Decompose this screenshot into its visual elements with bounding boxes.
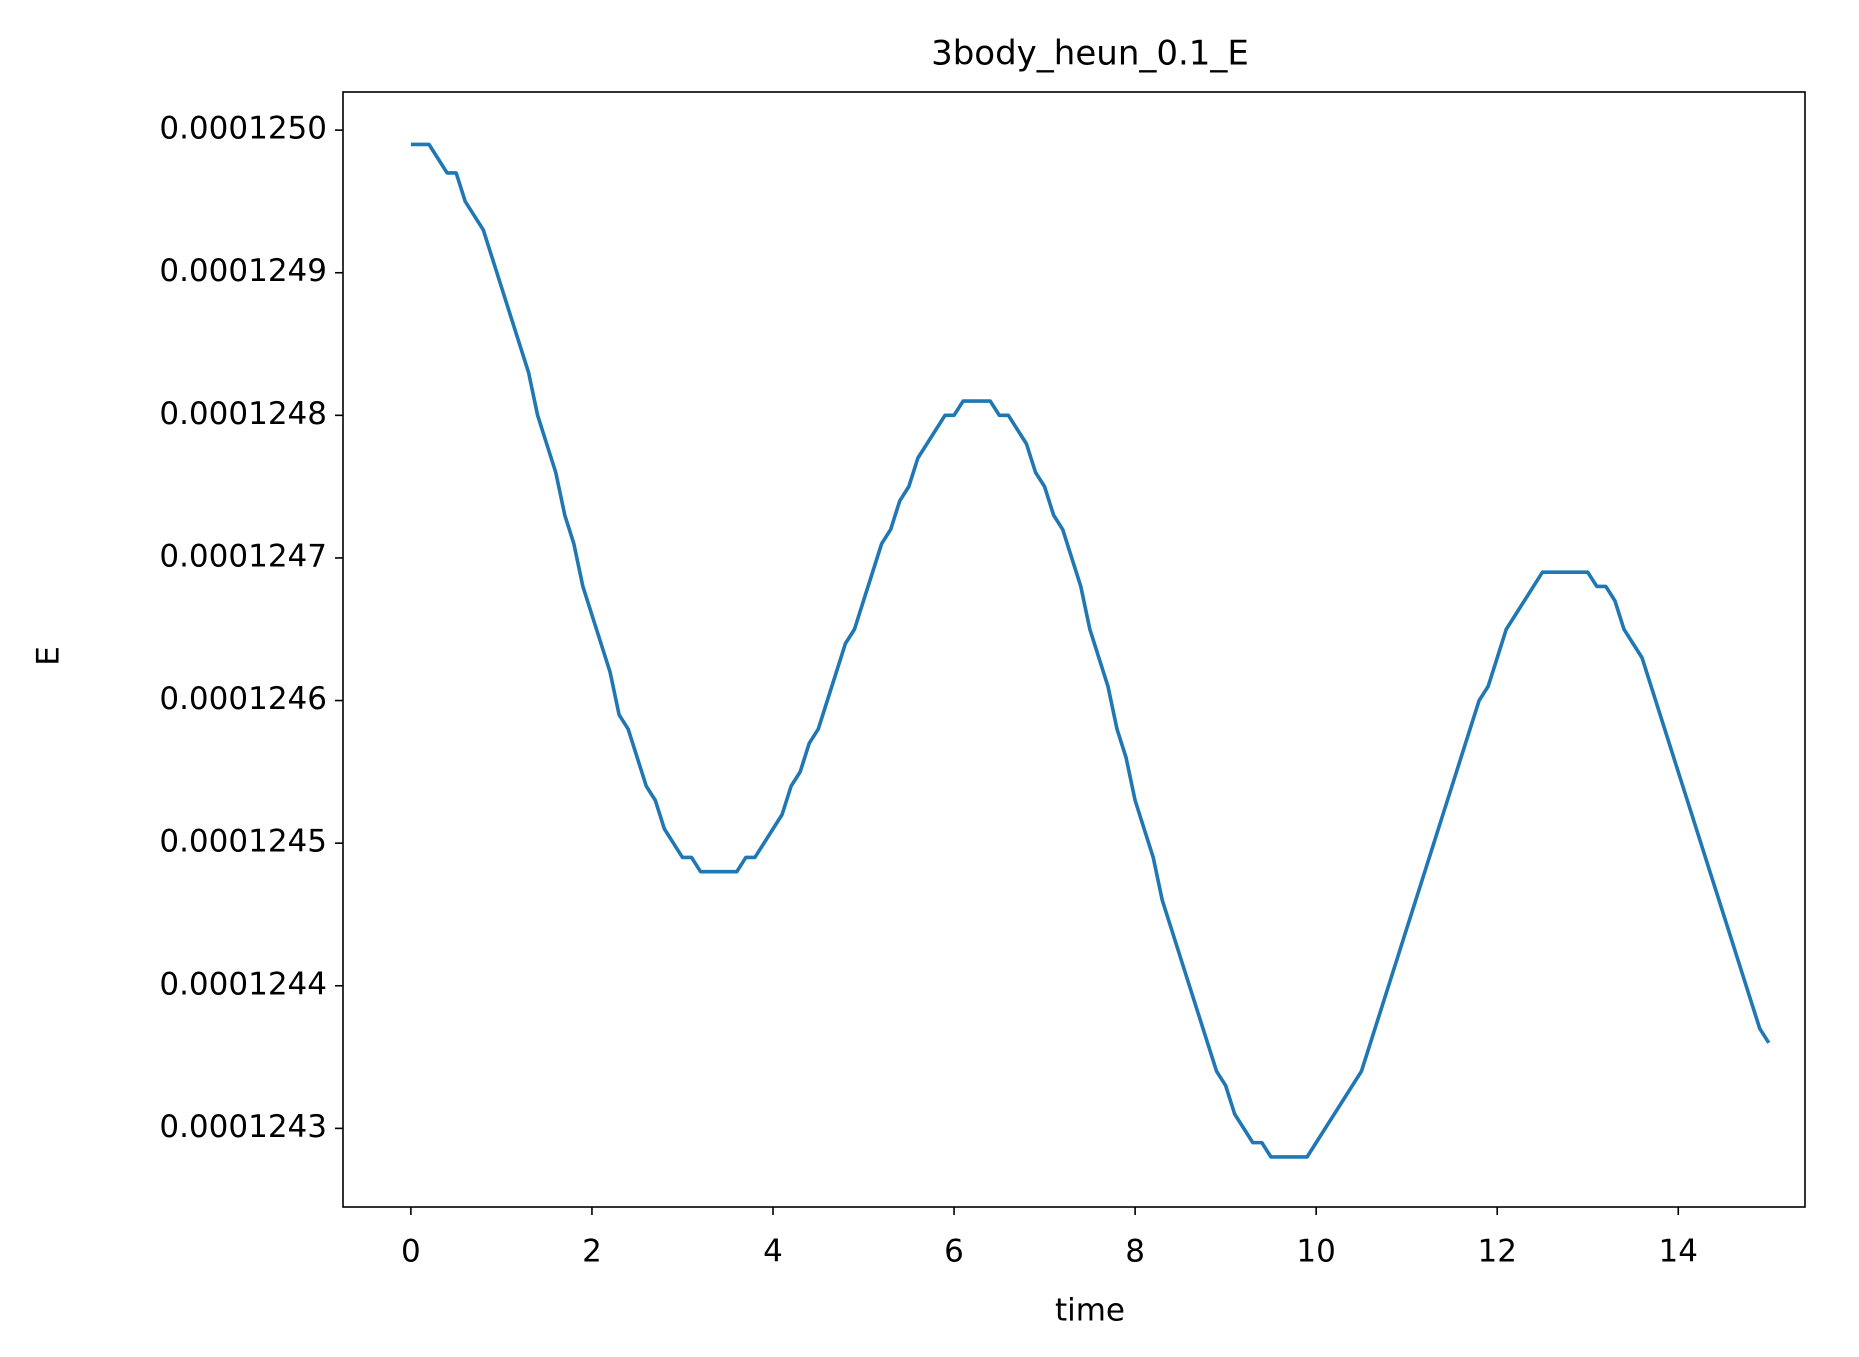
y-axis-label: E — [31, 646, 67, 666]
x-tick-label: 0 — [401, 1234, 421, 1270]
x-tick-label: 12 — [1477, 1234, 1516, 1270]
x-tick-label: 14 — [1659, 1234, 1698, 1270]
y-tick-label: 0.0001246 — [159, 681, 327, 717]
y-tick-label: 0.0001250 — [159, 111, 327, 147]
line — [410, 142, 1771, 1159]
x-tick-label: 10 — [1296, 1234, 1335, 1270]
plot-frame — [342, 91, 1806, 1208]
y-tick-label: 0.0001248 — [159, 396, 327, 432]
x-tick-label: 4 — [763, 1234, 783, 1270]
x-tick-label: 6 — [944, 1234, 964, 1270]
x-axis-label: time — [1055, 1293, 1125, 1329]
y-tick-label: 0.0001249 — [159, 253, 327, 289]
y-tick-label: 0.0001245 — [159, 824, 327, 860]
y-tick-label: 0.0001247 — [159, 538, 327, 574]
y-tick-label: 0.0001243 — [159, 1109, 327, 1145]
chart-title: 3body_heun_0.1_E — [931, 34, 1249, 74]
y-tick-label: 0.0001244 — [159, 966, 327, 1002]
x-tick-label: 8 — [1125, 1234, 1145, 1270]
x-tick-label: 2 — [582, 1234, 602, 1270]
